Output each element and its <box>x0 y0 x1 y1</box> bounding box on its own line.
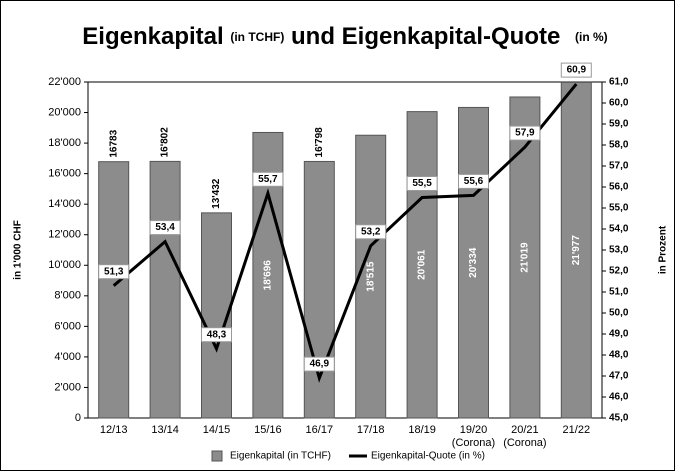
label-box <box>560 62 592 78</box>
y2-tick-label: 48,0 <box>609 350 629 361</box>
bar-value-label: 13'432 <box>211 178 222 209</box>
label-box <box>303 356 335 372</box>
line-value-label: 55,7 <box>258 174 278 185</box>
label-box <box>98 264 130 280</box>
y-tick-label: 4'000 <box>54 351 81 363</box>
y-tick-label: 18'000 <box>48 137 81 149</box>
chart-title: Eigenkapital (in TCHF) und Eigenkapital-… <box>82 23 607 50</box>
bar-value-label: 18'696 <box>263 260 274 291</box>
bar <box>355 134 387 419</box>
line-value-label-group: 53,2 <box>355 224 387 240</box>
y-tick-label: 12'000 <box>48 229 81 241</box>
x-tick-label: 14/15 <box>203 424 231 436</box>
line-value-label: 60,9 <box>567 65 587 76</box>
bar-value-label: 21'019 <box>520 242 531 273</box>
y2-axis-label: in Prozent <box>658 225 669 274</box>
line-value-label-group: 55,7 <box>252 171 284 187</box>
bar-value-label: 21'977 <box>571 235 582 266</box>
label-box <box>406 176 438 191</box>
x-tick-label: 13/14 <box>151 424 179 436</box>
x-tick-label: 18/19 <box>408 424 436 436</box>
y2-tick-label: 45,0 <box>609 413 629 424</box>
x-tick-label: 16/17 <box>306 424 334 436</box>
y2-tick-label: 47,0 <box>609 371 629 382</box>
y2-tick-label: 59,0 <box>609 119 629 130</box>
line-value-label: 51,3 <box>104 266 124 277</box>
title-part: (in %) <box>575 30 608 44</box>
label-box <box>355 224 387 240</box>
bar-value-label: 20'061 <box>417 249 428 280</box>
x-tick-label: 15/16 <box>254 424 282 436</box>
label-box <box>252 171 284 187</box>
y-tick-label: 20'000 <box>48 106 81 118</box>
y-tick-label: 6'000 <box>54 320 81 332</box>
x-tick-label: 21/22 <box>563 424 591 436</box>
bar <box>149 160 181 419</box>
line-value-label-group: 48,3 <box>201 327 232 343</box>
line-value-label: 55,5 <box>412 178 432 189</box>
x-tick-label: 17/18 <box>357 424 385 436</box>
y2-tick-label: 58,0 <box>609 140 629 151</box>
legend-label: Eigenkapital-Quote (in %) <box>371 451 485 462</box>
bar-value-label: 16'798 <box>314 127 325 158</box>
y-tick-label: 8'000 <box>54 290 81 302</box>
line-value-label-group: 46,9 <box>303 356 335 372</box>
y2-tick-label: 61,0 <box>609 77 629 88</box>
line-value-label: 55,6 <box>464 176 484 187</box>
bar-value-label: 16783 <box>108 129 119 157</box>
y-tick-label: 0 <box>75 412 81 424</box>
line-value-label: 53,4 <box>155 222 175 233</box>
label-box <box>201 327 232 343</box>
label-box <box>458 173 489 189</box>
y-tick-label: 14'000 <box>48 198 81 210</box>
y-tick-label: 10'000 <box>48 259 81 271</box>
y2-tick-label: 52,0 <box>609 266 629 277</box>
bar-value-label: 16'802 <box>160 127 171 158</box>
line-value-label: 53,2 <box>361 226 381 237</box>
title-part: Eigenkapital <box>82 23 223 50</box>
line-value-label-group: 55,5 <box>406 176 438 191</box>
y2-tick-label: 60,0 <box>609 98 629 109</box>
y2-tick-label: 46,0 <box>609 392 629 403</box>
bar <box>406 111 438 419</box>
line-value-label-group: 60,9 <box>560 62 592 78</box>
y2-tick-label: 49,0 <box>609 329 629 340</box>
y2-tick-label: 54,0 <box>609 224 629 235</box>
y-tick-label: 2'000 <box>54 381 81 393</box>
x-tick-label: 20/21 (Corona) <box>503 424 546 449</box>
y2-tick-label: 53,0 <box>609 245 629 256</box>
y-tick-label: 16'000 <box>48 168 81 180</box>
line-value-label: 46,9 <box>310 359 330 370</box>
y2-tick-label: 57,0 <box>609 161 629 172</box>
y-axis-label: in 1'000 CHF <box>13 220 24 280</box>
title-part: (in TCHF) <box>230 30 284 44</box>
line <box>112 83 578 383</box>
bar <box>509 96 541 419</box>
y2-tick-label: 55,0 <box>609 203 629 214</box>
y2-tick-label: 56,0 <box>609 182 629 193</box>
y2-tick-label: 51,0 <box>609 287 629 298</box>
bar <box>458 106 489 419</box>
y-tick-label: 22'000 <box>48 76 81 88</box>
bar-value-label: 18'515 <box>365 261 376 292</box>
bar <box>98 161 130 419</box>
line-value-label-group: 57,9 <box>509 125 541 141</box>
legend-label: Eigenkapital (in TCHF) <box>230 451 331 462</box>
label-box <box>149 220 181 236</box>
title-part: und Eigenkapital-Quote <box>291 23 560 50</box>
y2-tick-label: 50,0 <box>609 308 629 319</box>
line-value-label-group: 51,3 <box>98 264 130 280</box>
bar <box>560 81 592 419</box>
x-tick-label: 12/13 <box>100 424 128 436</box>
x-tick-label: 19/20 (Corona) <box>452 424 495 449</box>
legend-swatch <box>211 450 223 462</box>
line-value-label-group: 53,4 <box>149 220 181 236</box>
bar-value-label: 20'334 <box>468 247 479 278</box>
line-value-label-group: 55,6 <box>458 173 489 189</box>
line-value-label: 48,3 <box>207 329 227 340</box>
line-value-label: 57,9 <box>515 128 535 139</box>
label-box <box>509 125 541 141</box>
